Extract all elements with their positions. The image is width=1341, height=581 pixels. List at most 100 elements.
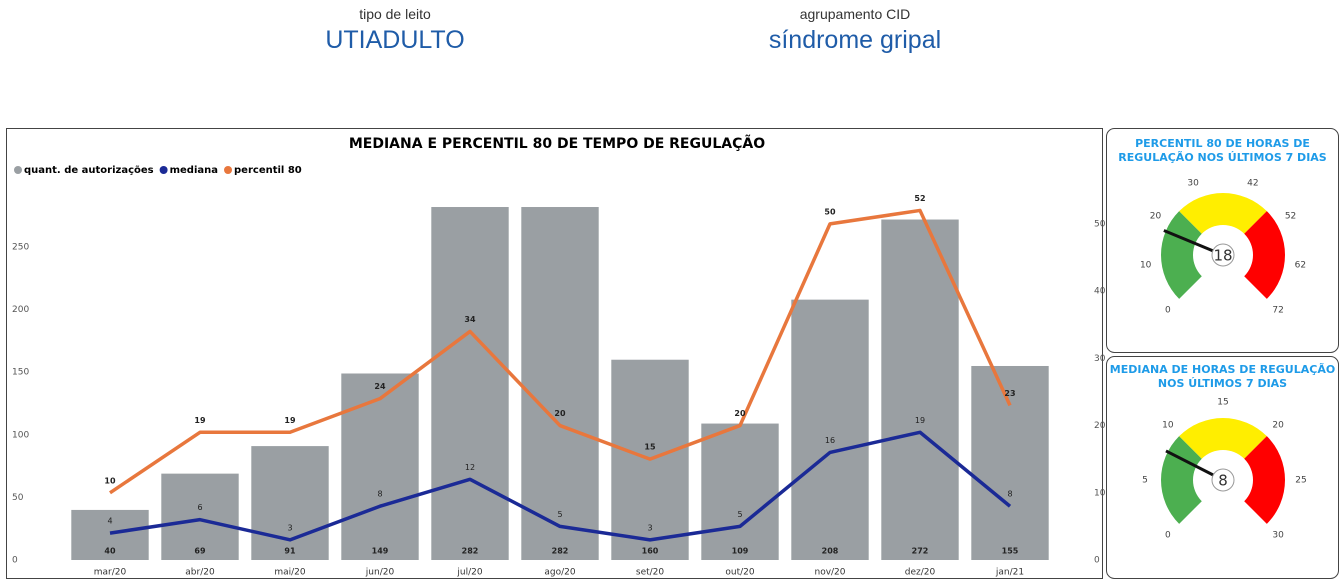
gauge-tick-label: 30 [1187,178,1199,188]
data-label: 16 [825,436,835,445]
filter-label: agrupamento CID [799,6,911,22]
bar [71,509,149,560]
data-label: 20 [734,409,746,418]
gauge-tick-label: 0 [1165,306,1171,316]
filter: agrupamento CID síndrome gripal [705,6,1005,55]
data-label: 10 [104,476,116,485]
data-label: 12 [465,463,475,472]
x-tick-label: mar/20 [94,568,127,578]
y2-tick-label: 10 [1094,488,1106,498]
bar [431,207,509,560]
gauge-tick-label: 62 [1295,261,1306,271]
data-label: 24 [374,382,386,391]
x-tick-label: set/20 [636,568,665,578]
legend-label: quant. de autorizações [24,165,154,176]
data-label: 3 [287,523,292,532]
x-tick-label: mai/20 [274,568,306,578]
gauge-tick-label: 15 [1217,398,1228,408]
gauge-hub [1211,243,1235,267]
gauge-frame [1106,356,1339,579]
data-label: 208 [822,547,839,556]
gauge-tick-label: 42 [1247,178,1258,188]
gauge-title: MEDIANA DE HORAS DE REGULAÇÃO NOS ÚLTIMO… [1109,363,1336,390]
gauge-band [1179,193,1267,234]
gauge-frame [1106,128,1339,353]
data-label: 19 [284,416,296,425]
filter-value: síndrome gripal [768,26,942,54]
x-tick-label: jan/21 [995,568,1024,578]
data-label: 272 [912,547,929,556]
data-label: 52 [914,194,925,203]
data-label: 4 [107,517,112,526]
data-label: 160 [642,547,659,556]
data-label: 91 [284,547,296,556]
data-label: 8 [1007,490,1012,499]
y2-tick-label: 0 [1094,556,1100,566]
chart-frame [6,128,1103,579]
data-label: 19 [915,416,925,425]
bar [341,373,419,560]
data-label: 5 [737,510,742,519]
x-tick-label: abr/20 [185,568,215,578]
x-tick-label: jul/20 [456,568,482,578]
x-tick-label: out/20 [725,568,754,578]
bar [701,423,779,560]
y-tick-label: 250 [12,243,29,253]
data-label: 34 [464,315,476,324]
gauge-tick-label: 10 [1162,420,1174,430]
data-label: 109 [732,547,749,556]
chart-title: MEDIANA E PERCENTIL 80 DE TEMPO DE REGUL… [349,135,765,152]
gauge-tick-label: 25 [1295,476,1306,486]
bar [251,446,329,560]
data-label: 6 [197,503,202,512]
data-label: 155 [1002,547,1019,556]
gauge-band [1179,418,1267,459]
gauge-hub [1211,468,1235,492]
data-label: 50 [824,207,836,216]
data-label: 19 [194,416,206,425]
data-label: 282 [552,547,569,556]
x-tick-label: dez/20 [905,568,936,578]
gauge-tick-label: 52 [1285,212,1296,222]
gauge-tick-label: 20 [1272,420,1284,430]
x-tick-label: ago/20 [544,568,575,578]
bar [971,365,1049,560]
gauge-band [1161,436,1202,524]
filter-label: tipo de leito [359,6,431,22]
gauge-tick-label: 10 [1140,261,1152,271]
gauge-value: 18 [1213,247,1232,265]
gauge-tick-label: 72 [1272,306,1283,316]
y-tick-label: 200 [12,305,29,315]
bar [791,299,869,560]
legend-label: mediana [170,165,218,176]
x-tick-label: nov/20 [814,568,845,578]
data-label: 8 [377,490,382,499]
filter-value: UTIADULTO [325,26,465,54]
gauge-tick-label: 30 [1272,531,1284,541]
y-tick-label: 100 [12,430,29,440]
legend-marker [224,166,233,174]
y-tick-label: 150 [12,368,29,378]
data-label: 15 [644,443,656,452]
bar [521,207,599,560]
y2-tick-label: 50 [1094,219,1106,229]
data-label: 69 [194,547,206,556]
gauge-value: 8 [1218,472,1228,490]
line [109,430,1012,542]
gauge-title: PERCENTIL 80 DE HORAS DE REGULAÇÃO NOS Ú… [1118,137,1327,164]
y2-tick-label: 40 [1094,287,1106,297]
x-tick-label: jun/20 [365,568,395,578]
gauge-tick-label: 20 [1150,212,1162,222]
y-tick-label: 50 [12,493,24,503]
data-label: 5 [557,510,562,519]
gauge-tick-label: 0 [1165,531,1171,541]
y2-tick-label: 20 [1094,421,1106,431]
gauge-band [1244,436,1285,524]
line [109,208,1012,495]
y-tick-label: 0 [12,556,18,566]
legend-label: percentil 80 [234,165,302,176]
data-label: 149 [372,547,389,556]
data-label: 3 [647,523,652,532]
